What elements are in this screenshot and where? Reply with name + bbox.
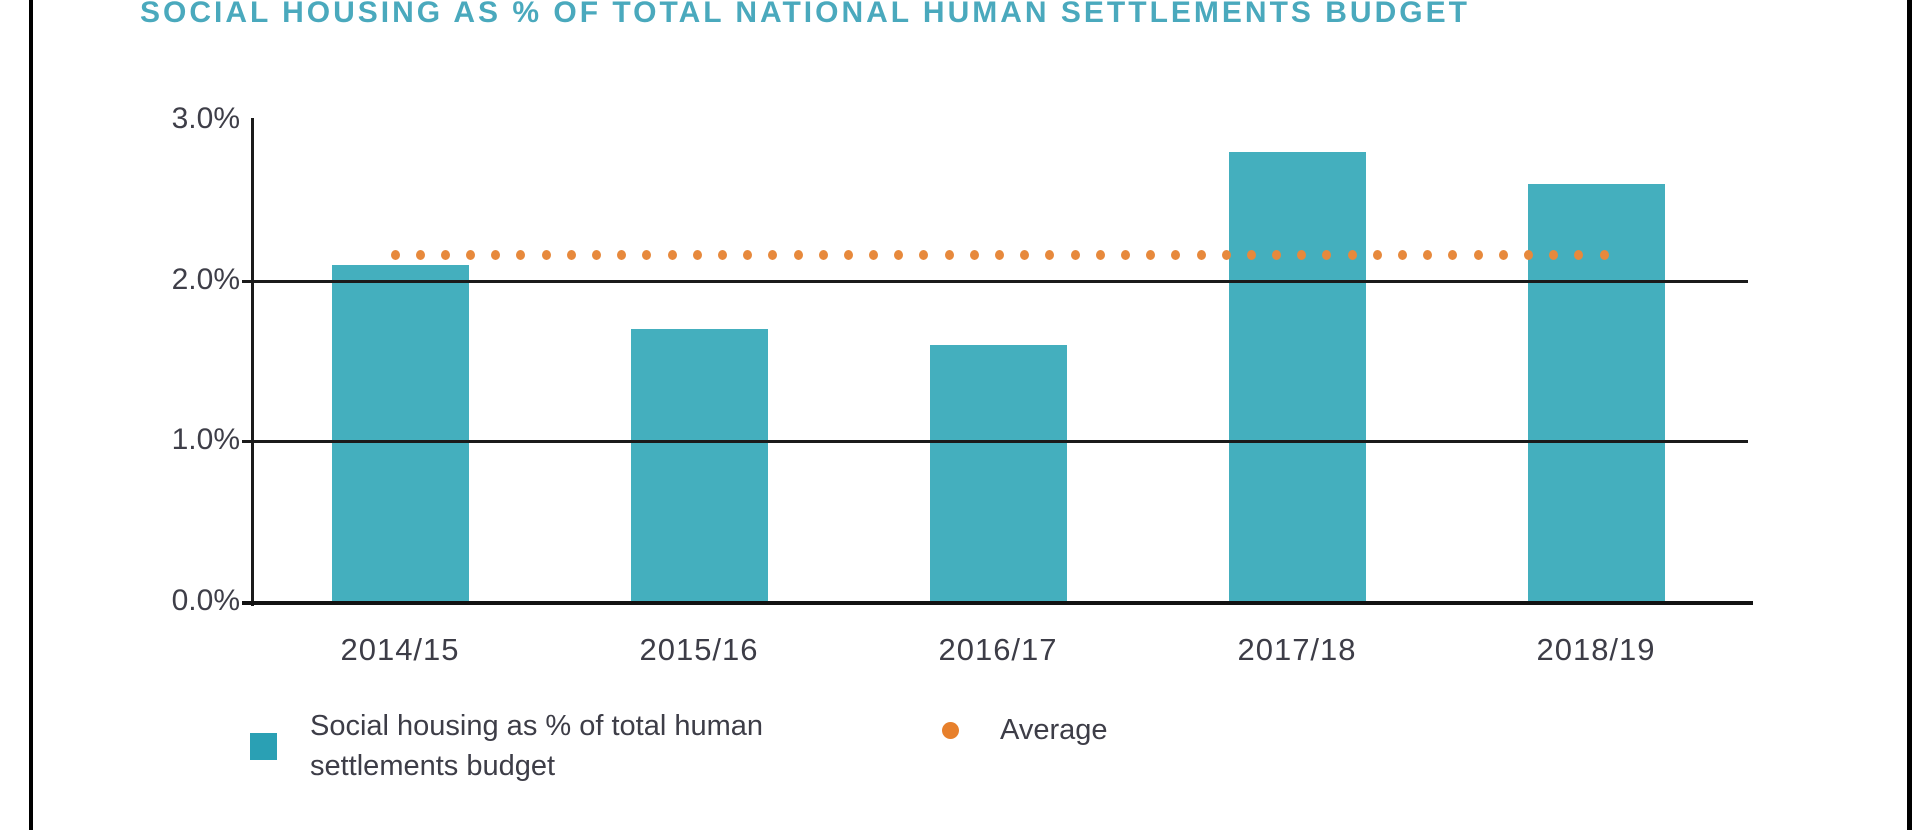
x-tick-label-2014-15: 2014/15 bbox=[340, 632, 460, 667]
legend-label-social-housing: Social housing as % of total human settl… bbox=[310, 710, 763, 782]
gridline-1pct bbox=[251, 440, 1748, 444]
y-tick-label: 3.0% bbox=[171, 101, 240, 135]
average-line-dot bbox=[1297, 249, 1307, 260]
average-line-dot bbox=[793, 249, 803, 260]
average-line-dot bbox=[843, 249, 853, 260]
x-axis-line bbox=[242, 601, 1753, 605]
legend-label-average: Average bbox=[1000, 714, 1108, 746]
y-tick-label: 1.0% bbox=[171, 423, 240, 457]
average-line-dot bbox=[541, 249, 551, 260]
legend-item-average: Average bbox=[942, 710, 1108, 750]
average-line-dot bbox=[1221, 249, 1231, 260]
average-line-dot bbox=[1020, 249, 1030, 260]
average-line-dot bbox=[717, 249, 727, 260]
average-line-dot bbox=[869, 249, 879, 260]
average-line-dot bbox=[1246, 249, 1256, 260]
average-line-dot bbox=[818, 249, 828, 260]
y-axis-line bbox=[251, 118, 254, 606]
average-line-dot bbox=[1448, 249, 1458, 260]
y-tick-label: 0.0% bbox=[171, 584, 240, 617]
average-line-dot bbox=[768, 249, 778, 260]
chart-title: SOCIAL HOUSING AS % OF TOTAL NATIONAL HU… bbox=[140, 0, 1470, 29]
average-line-dot bbox=[995, 249, 1004, 260]
average-line-dot bbox=[1045, 249, 1055, 260]
average-line-dot bbox=[1599, 249, 1609, 260]
x-tick-label-2017-18: 2017/18 bbox=[1237, 632, 1357, 667]
average-line-dot bbox=[692, 249, 702, 260]
average-line-dot bbox=[667, 249, 677, 260]
gridline-2pct bbox=[251, 279, 1748, 283]
bar-2014-15 bbox=[331, 264, 469, 602]
bar-2015-16 bbox=[630, 328, 768, 602]
legend-dot-swatch-icon bbox=[942, 721, 959, 739]
average-line-dot bbox=[1398, 249, 1407, 260]
average-line-dot bbox=[1070, 249, 1080, 260]
average-line-dot bbox=[743, 249, 753, 260]
average-line-dot bbox=[1574, 249, 1584, 260]
page-frame-right-border bbox=[1907, 0, 1912, 830]
x-tick-label-2015-16: 2015/16 bbox=[639, 632, 759, 667]
average-line-dot bbox=[1347, 249, 1357, 260]
average-line-dot bbox=[944, 249, 954, 260]
legend-square-swatch-icon bbox=[250, 732, 277, 760]
x-tick-label-2018-19: 2018/19 bbox=[1536, 632, 1656, 667]
x-tick-label-2016-17: 2016/17 bbox=[938, 632, 1058, 667]
average-line-dot bbox=[1196, 249, 1206, 260]
average-line-dot bbox=[440, 249, 450, 260]
average-line-dot bbox=[592, 249, 601, 260]
average-line-dot bbox=[491, 249, 501, 260]
average-line-dot bbox=[1272, 249, 1282, 260]
bar-2017-18 bbox=[1228, 152, 1366, 602]
average-line-dot bbox=[894, 249, 904, 260]
bar-2016-17 bbox=[929, 344, 1067, 602]
y-tick-label: 2.0% bbox=[171, 262, 240, 296]
average-line-dot bbox=[1549, 249, 1559, 260]
average-line-dot bbox=[1120, 249, 1130, 260]
average-line-dot bbox=[617, 249, 627, 260]
y-axis-tick bbox=[242, 440, 251, 444]
average-line-dot bbox=[1171, 249, 1181, 260]
average-line-dot bbox=[1423, 249, 1433, 260]
average-line-dot bbox=[1095, 249, 1105, 260]
average-line-dot bbox=[566, 249, 576, 260]
average-line-dot bbox=[919, 249, 929, 260]
average-line-dot bbox=[1146, 249, 1156, 260]
average-line-dot bbox=[969, 249, 979, 260]
average-line-dot bbox=[466, 249, 476, 260]
average-line-dot bbox=[516, 249, 526, 260]
bar-2018-19 bbox=[1527, 184, 1665, 602]
page-frame-left-border bbox=[29, 0, 33, 830]
average-line-dot bbox=[1322, 249, 1332, 260]
average-line-dot bbox=[1473, 249, 1483, 260]
average-line-dot bbox=[1372, 249, 1382, 260]
y-axis-tick bbox=[242, 279, 251, 283]
average-line-dot bbox=[1498, 249, 1508, 260]
average-line-dot bbox=[642, 249, 652, 260]
legend-item-social-housing: Social housing as % of total human settl… bbox=[250, 706, 790, 786]
average-line-dot bbox=[1523, 249, 1533, 260]
average-line-dot bbox=[415, 249, 425, 260]
average-line-dot bbox=[390, 249, 400, 260]
